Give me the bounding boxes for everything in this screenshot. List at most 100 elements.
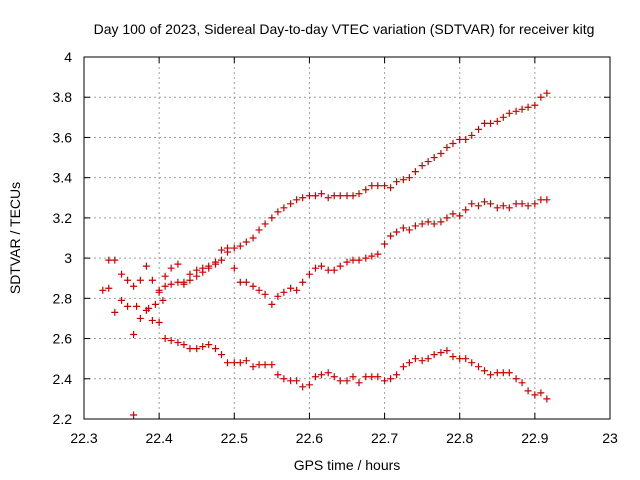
data-point-lower (305, 381, 313, 389)
data-point-middle (167, 264, 175, 272)
data-point-middle (411, 222, 419, 230)
data-point-middle (324, 266, 332, 274)
data-point-upper (487, 119, 495, 127)
data-point-middle (199, 264, 207, 272)
data-point-lower (349, 373, 357, 381)
data-point-lower (336, 377, 344, 385)
data-point-upper (336, 192, 344, 200)
chart-title: Day 100 of 2023, Sidereal Day-to-day VTE… (94, 21, 595, 37)
x-tick-label: 22.7 (371, 430, 398, 446)
data-point-upper (349, 192, 357, 200)
data-point-middle (136, 276, 144, 284)
data-point-middle (499, 202, 507, 210)
data-point-upper (343, 192, 351, 200)
y-tick-label: 3 (64, 250, 72, 266)
data-point-upper (311, 192, 319, 200)
data-points (99, 89, 551, 419)
data-point-middle (317, 262, 325, 270)
data-point-lower (230, 359, 238, 367)
data-point-lower (99, 286, 107, 294)
data-point-upper (362, 186, 370, 194)
data-point-middle (274, 292, 282, 300)
data-point-upper (411, 168, 419, 176)
data-point-middle (268, 300, 276, 308)
y-tick-label: 3.2 (53, 210, 73, 226)
data-point-lower (186, 345, 194, 353)
data-point-middle (174, 260, 182, 268)
data-point-upper (418, 162, 426, 170)
data-point-upper (456, 135, 464, 143)
data-point-upper (218, 256, 226, 264)
data-point-lower (543, 395, 551, 403)
data-point-middle (405, 226, 413, 234)
data-point-lower (512, 375, 520, 383)
y-tick-label: 2.4 (53, 371, 73, 387)
data-point-middle (468, 200, 476, 208)
y-tick-label: 2.6 (53, 331, 73, 347)
data-point-lower (368, 373, 376, 381)
data-point-lower (224, 359, 232, 367)
data-point-middle (393, 228, 401, 236)
data-point-middle (218, 246, 226, 254)
data-point-middle (537, 196, 545, 204)
data-point-upper (505, 109, 513, 117)
data-point-middle (343, 258, 351, 266)
data-point-lower (130, 331, 138, 339)
data-point-middle (230, 264, 238, 272)
data-point-middle (161, 272, 169, 280)
grid-lines (84, 57, 610, 419)
data-point-lower (242, 357, 250, 365)
data-point-lower (133, 302, 141, 310)
data-point-middle (518, 200, 526, 208)
data-point-middle (261, 290, 269, 298)
x-tick-label: 22.6 (296, 430, 323, 446)
data-point-middle (543, 196, 551, 204)
data-point-middle (381, 240, 389, 248)
data-point-lower (393, 371, 401, 379)
y-tick-label: 3.8 (53, 89, 73, 105)
data-point-lower (475, 363, 482, 371)
data-point-lower (355, 379, 363, 387)
data-point-upper (481, 119, 489, 127)
data-point-lower (343, 377, 351, 385)
data-point-lower (468, 359, 476, 367)
data-point-lower (518, 379, 526, 387)
data-point-middle (512, 200, 520, 208)
data-point-upper (305, 192, 313, 200)
data-point-middle (293, 286, 301, 294)
data-point-middle (180, 278, 188, 286)
data-point-upper (399, 176, 407, 184)
data-point-lower (324, 369, 332, 377)
data-point-upper (443, 144, 451, 151)
data-point-lower (493, 369, 501, 377)
data-point-middle (493, 204, 501, 212)
data-point-upper (512, 107, 520, 115)
data-point-middle (236, 278, 244, 286)
data-point-lower (456, 355, 464, 363)
data-point-lower (161, 335, 169, 343)
x-tick-label: 22.8 (446, 430, 473, 446)
data-point-upper (524, 103, 532, 111)
data-point-lower (311, 373, 319, 381)
data-point-lower (218, 351, 226, 359)
data-point-middle (355, 256, 363, 264)
data-point-upper (430, 154, 438, 162)
data-point-middle (155, 286, 163, 294)
y-tick-label: 4 (64, 49, 72, 65)
data-point-middle (524, 202, 532, 210)
data-point-middle (124, 276, 132, 284)
data-point-lower (430, 351, 438, 359)
data-point-lower (531, 391, 539, 399)
data-point-middle (249, 282, 257, 290)
data-point-upper (424, 158, 432, 166)
data-point-upper (449, 139, 457, 147)
data-point-middle (186, 270, 194, 278)
data-point-middle (449, 210, 457, 218)
data-point-upper (287, 200, 295, 208)
data-point-middle (299, 278, 307, 286)
data-point-lower (449, 353, 457, 361)
data-point-upper (299, 194, 307, 202)
data-point-middle (311, 264, 319, 272)
data-point-lower (136, 314, 144, 322)
